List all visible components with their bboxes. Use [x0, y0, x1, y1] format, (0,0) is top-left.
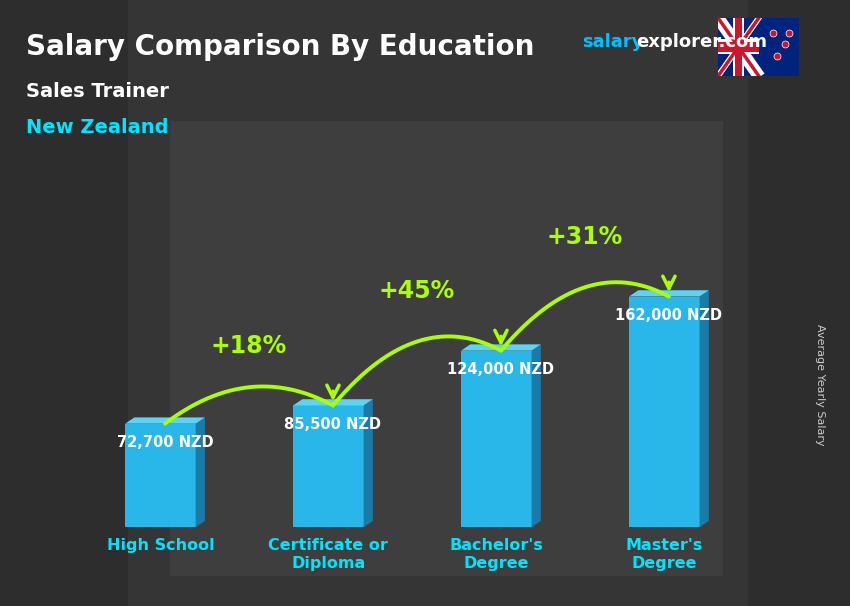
- Polygon shape: [629, 290, 709, 296]
- Text: 124,000 NZD: 124,000 NZD: [447, 362, 554, 377]
- Polygon shape: [293, 399, 373, 405]
- Text: New Zealand: New Zealand: [26, 118, 168, 137]
- Bar: [718, 39, 758, 55]
- Polygon shape: [364, 399, 373, 527]
- Text: 162,000 NZD: 162,000 NZD: [615, 308, 722, 323]
- Text: 72,700 NZD: 72,700 NZD: [116, 435, 213, 450]
- Text: Sales Trainer: Sales Trainer: [26, 82, 168, 101]
- Bar: [461, 351, 531, 527]
- Bar: [735, 18, 742, 76]
- Text: 85,500 NZD: 85,500 NZD: [285, 417, 382, 432]
- Bar: [170, 121, 722, 576]
- Text: Salary Comparison By Education: Salary Comparison By Education: [26, 33, 534, 61]
- Text: +18%: +18%: [211, 334, 287, 358]
- Bar: [629, 296, 700, 527]
- Polygon shape: [461, 344, 541, 351]
- Text: explorer.com: explorer.com: [636, 33, 767, 52]
- Bar: [293, 405, 364, 527]
- Polygon shape: [700, 290, 709, 527]
- Text: salary: salary: [582, 33, 643, 52]
- Polygon shape: [196, 418, 205, 527]
- Bar: [0, 0, 128, 606]
- Bar: [748, 0, 850, 606]
- Text: +31%: +31%: [547, 225, 623, 248]
- Bar: [125, 424, 196, 527]
- Text: Average Yearly Salary: Average Yearly Salary: [815, 324, 825, 445]
- Bar: [718, 42, 758, 52]
- Bar: [734, 18, 744, 76]
- Polygon shape: [125, 418, 205, 424]
- Polygon shape: [531, 344, 541, 527]
- Text: +45%: +45%: [379, 279, 455, 303]
